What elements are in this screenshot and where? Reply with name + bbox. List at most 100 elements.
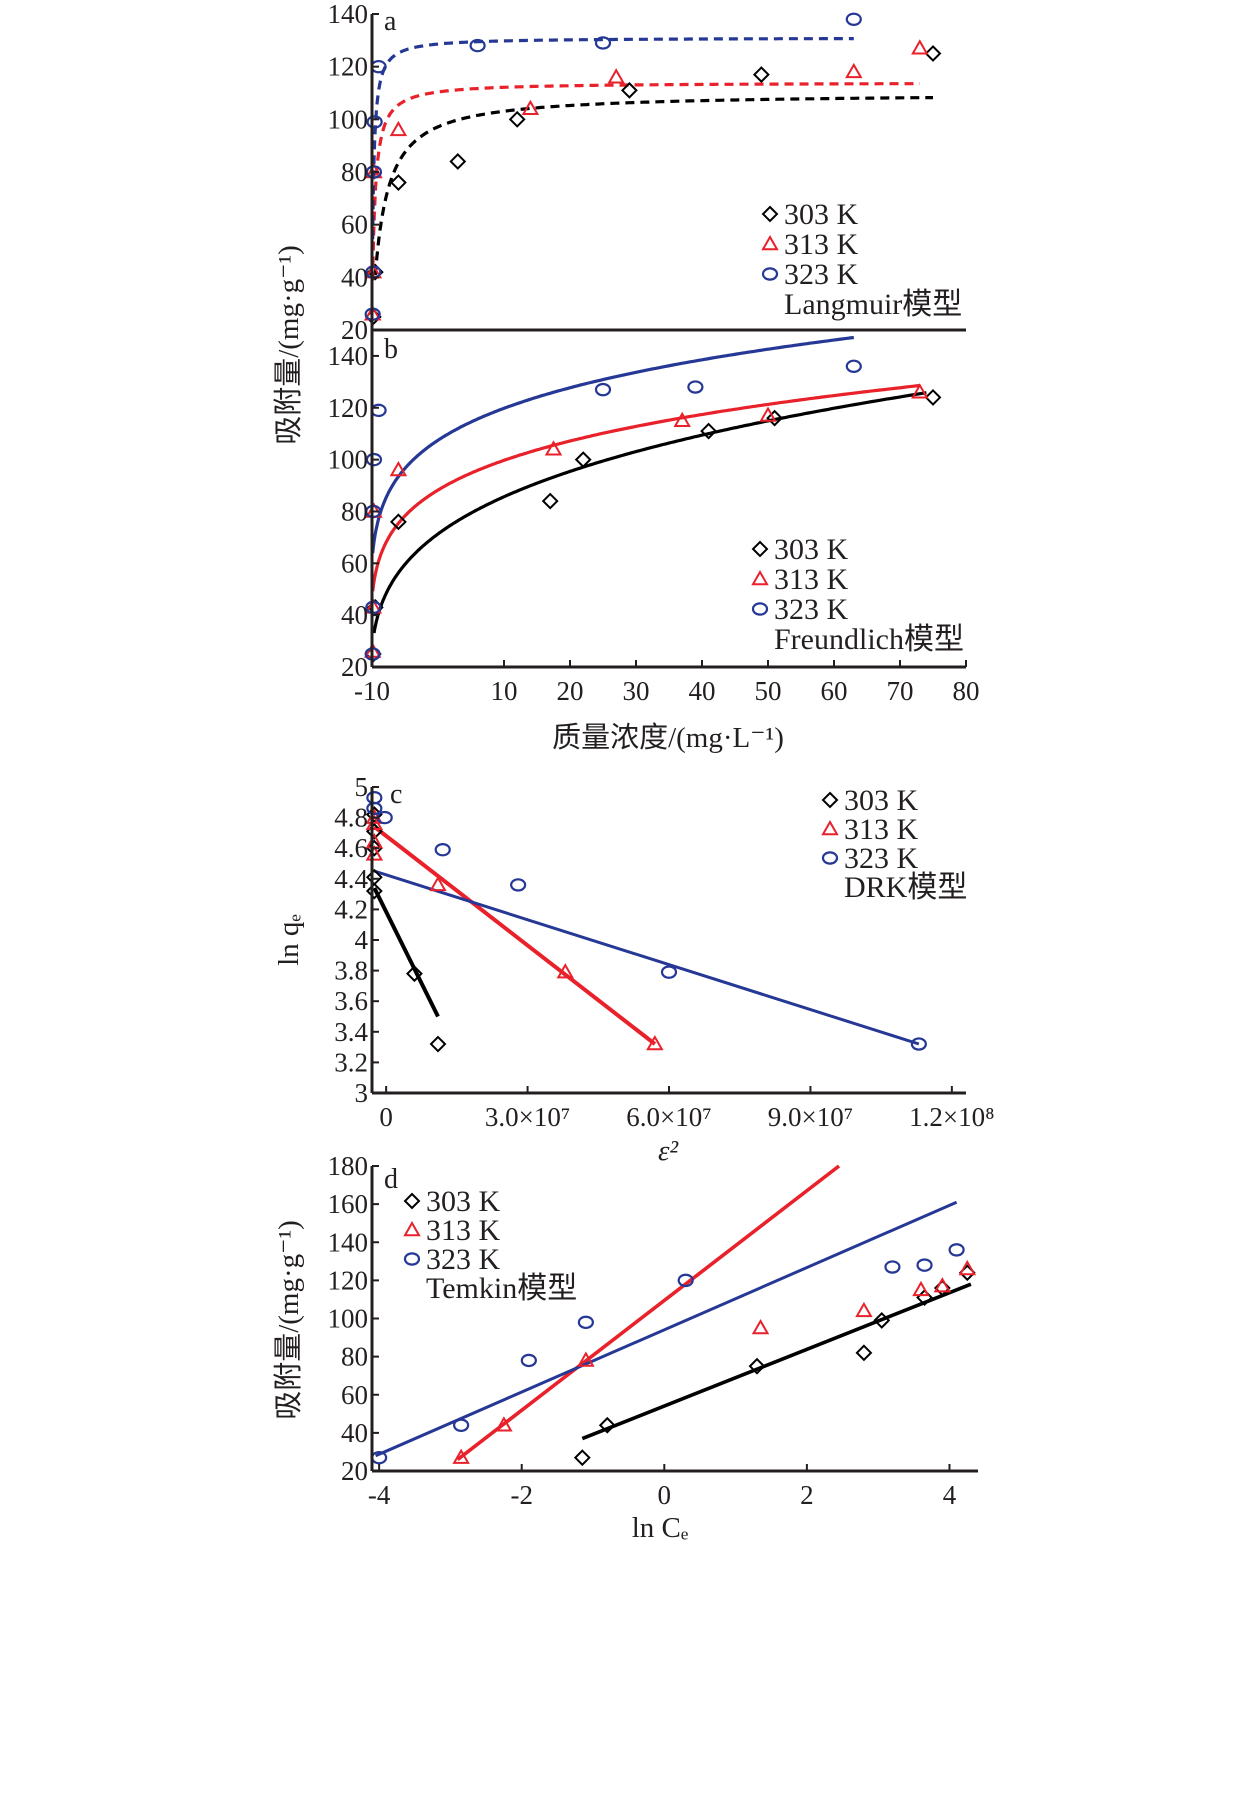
b-fit-313K <box>371 383 920 592</box>
c-point-323K <box>510 878 527 892</box>
b-ytick-label: 120 <box>328 393 369 423</box>
c-ytick-label: 4 <box>355 925 369 955</box>
c-xtick-label: 0 <box>379 1102 393 1132</box>
a-point-303K <box>620 81 638 99</box>
c-ytick-label: 4.8 <box>334 803 368 833</box>
c-ytick-label: 3.4 <box>334 1017 368 1047</box>
c-point-303K <box>365 839 383 857</box>
a-legend-label: 313 K <box>784 228 859 261</box>
b-point-323K <box>845 359 862 373</box>
c-xtick-label: 6.0×10⁷ <box>626 1102 711 1132</box>
b-point-313K <box>673 411 691 427</box>
b-point-303K <box>541 492 559 510</box>
c-point-323K <box>376 810 393 825</box>
c-point-303K <box>429 1035 447 1053</box>
b-xtick-label: 60 <box>821 676 848 706</box>
c-fit-323K <box>373 869 920 1046</box>
b-point-303K <box>766 409 784 427</box>
c-fit-313K <box>373 825 657 1046</box>
a-point-323K <box>845 12 862 26</box>
d-point-323K <box>577 1315 594 1330</box>
a-point-303K <box>389 174 407 191</box>
a-point-313K <box>521 99 540 116</box>
a-point-303K <box>752 66 770 83</box>
d-fit-323K <box>374 1200 958 1458</box>
a-panel-letter: a <box>384 6 397 37</box>
b-ytick-label: 20 <box>341 652 368 682</box>
d-point-313K <box>577 1351 595 1367</box>
d-point-303K <box>573 1449 591 1467</box>
c-point-313K <box>556 963 575 979</box>
d-point-323K <box>884 1260 901 1274</box>
a-ytick-label: 60 <box>341 210 368 240</box>
b-point-313K <box>911 383 929 399</box>
d-point-323K <box>453 1418 470 1432</box>
d-legend-label: 313 K <box>426 1214 501 1247</box>
b-panel-letter: b <box>384 334 398 365</box>
a-point-303K <box>924 45 942 62</box>
d-xtick-label: 2 <box>800 1480 814 1510</box>
a-point-313K <box>607 68 625 84</box>
c-xtick-label: 1.2×10⁸ <box>909 1102 994 1132</box>
a-legend-marker-313K <box>761 234 779 251</box>
d-ytick-label: 180 <box>328 1151 369 1181</box>
c-ytick-label: 4.6 <box>334 833 368 863</box>
b-point-313K <box>759 406 777 422</box>
d-legend-marker-323K <box>403 1252 421 1266</box>
d-ytick-label: 60 <box>341 1380 368 1410</box>
d-model-label: Temkin模型 <box>426 1272 577 1305</box>
d-legend-label: 303 K <box>426 1185 501 1218</box>
d-x-axis-title: ln Cₑ <box>632 1512 689 1544</box>
c-x-axis-title: ε² <box>658 1135 679 1167</box>
a-point-313K <box>845 62 863 79</box>
d-ytick-label: 140 <box>328 1227 369 1257</box>
c-ytick-label: 3.2 <box>334 1047 368 1077</box>
c-point-303K <box>406 965 423 983</box>
b-ytick-label: 40 <box>341 600 368 630</box>
d-point-313K <box>452 1448 470 1464</box>
b-ytick-label: 60 <box>341 548 368 578</box>
c-fit-303K <box>372 887 440 1018</box>
ab-y-axis-title: 吸附量/(mg·g⁻¹) <box>272 245 305 445</box>
c-legend-marker-323K <box>821 851 839 865</box>
d-point-323K <box>520 1353 537 1368</box>
b-x-axis-title: 质量浓度/(mg·L⁻¹) <box>552 721 784 754</box>
b-xtick-label: 70 <box>887 676 914 706</box>
b-ytick-label: 140 <box>328 341 369 371</box>
a-legend-label: 303 K <box>784 198 859 231</box>
b-legend-marker-323K <box>751 602 769 616</box>
b-model-label: Freundlich模型 <box>774 623 964 656</box>
c-y-axis-title: ln qₑ <box>273 914 305 966</box>
c-model-label: DRK模型 <box>844 871 967 904</box>
c-xtick-label: 3.0×10⁷ <box>485 1102 570 1132</box>
a-legend-label: 323 K <box>784 258 859 291</box>
b-legend-label: 323 K <box>774 593 849 626</box>
d-point-323K <box>677 1273 694 1288</box>
a-legend-marker-323K <box>761 267 779 281</box>
d-ytick-label: 100 <box>328 1304 369 1334</box>
b-legend-marker-303K <box>751 540 769 558</box>
b-fit-323K <box>371 335 854 554</box>
d-legend-marker-303K <box>403 1192 421 1210</box>
d-point-303K <box>855 1344 873 1362</box>
c-legend-marker-313K <box>821 819 839 836</box>
b-xtick-label: -10 <box>354 676 390 706</box>
panel-b: 20 40 60 80 100 120 140 -10 10 20 30 40 50 60 70 80 b 303… <box>272 245 980 754</box>
c-ytick-label: 3.6 <box>334 986 368 1016</box>
c-legend-marker-303K <box>821 791 839 809</box>
d-ytick-label: 160 <box>328 1189 369 1219</box>
a-ytick-label: 40 <box>341 262 368 292</box>
b-ytick-label: 80 <box>341 496 368 526</box>
c-panel-letter: c <box>390 779 402 810</box>
a-ytick-label: 20 <box>341 315 368 345</box>
d-xtick-label: 4 <box>943 1480 957 1510</box>
d-ytick-label: 20 <box>341 1456 368 1486</box>
a-point-323K <box>594 36 612 50</box>
d-point-303K <box>598 1416 616 1434</box>
d-point-303K <box>958 1264 976 1282</box>
b-xtick-label: 20 <box>557 676 584 706</box>
c-legend-label: 313 K <box>844 813 919 846</box>
a-fit-303K <box>373 96 933 276</box>
